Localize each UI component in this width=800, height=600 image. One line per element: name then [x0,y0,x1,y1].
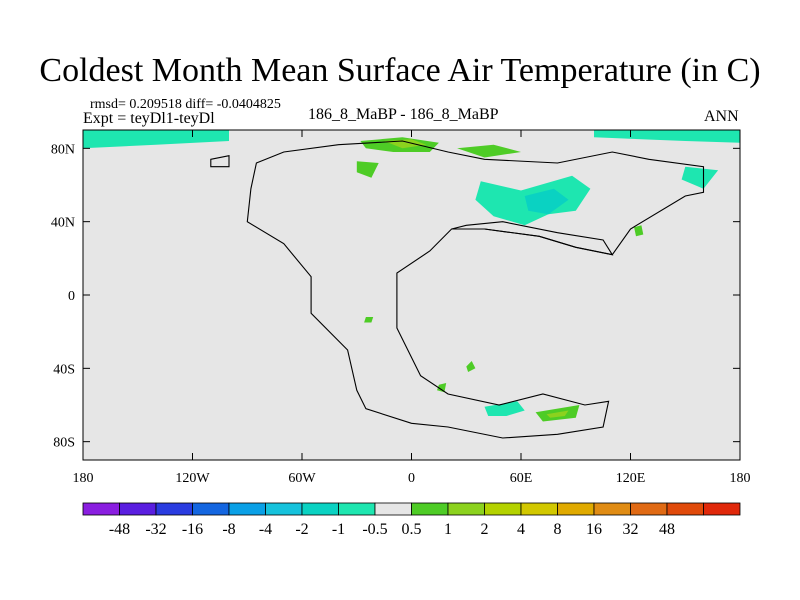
region-arctic-warm-east [457,144,521,158]
region-labrador-warm [356,161,379,178]
colorbar-label: 4 [517,521,525,538]
colorbar-label: 16 [586,521,602,538]
coastlines [210,140,705,439]
region-africa-warm-dot2 [466,361,476,372]
axis-ticks: 180 120W 60W 0 60E 120E 180 80N 40N 0 40S 80S [51,130,751,486]
y-tick-label: 80N [51,142,75,157]
colorbar-label: -32 [145,521,166,538]
anomaly-regions [83,130,740,422]
colorbar-swatch [630,502,668,516]
colorbar-swatch [520,502,558,516]
stats-label: rmsd= 0.209518 diff= -0.0404825 [90,97,281,112]
x-tick-label: 120E [616,471,646,486]
experiment-label: Expt = teyDl1-teyDl [83,110,215,127]
region-africa-warm-dot [364,317,374,323]
coastline-pangaea-outline [246,140,705,439]
colorbar-swatch [192,502,230,516]
region-antarctic-cool [484,401,525,416]
region-kamchatka-cool [681,166,719,189]
colorbar-swatch [374,502,412,516]
colorbar-label: -1 [332,521,345,538]
y-tick-label: 80S [53,436,75,451]
y-tick-label: 40S [53,362,75,377]
colorbar-swatch [411,502,449,516]
colorbar-label: 1 [444,521,452,538]
colorbar-swatch [155,502,193,516]
colorbar-label: -48 [109,521,130,538]
x-tick-label: 180 [730,471,751,486]
x-tick-label: 120W [175,471,210,486]
coastline-tethys-inner [451,221,614,256]
chart-title: Coldest Month Mean Surface Air Temperatu… [39,52,761,89]
colorbar-swatch [265,502,303,516]
season-label: ANN [704,108,739,125]
colorbar-swatch [703,502,741,516]
x-tick-label: 180 [73,471,94,486]
colorbar-label: -2 [295,521,308,538]
colorbar-swatch [484,502,522,516]
region-antarctic-core [546,410,569,418]
x-tick-label: 60E [510,471,533,486]
case-label: 186_8_MaBP - 186_8_MaBP [308,106,499,123]
colorbar-label: -4 [259,521,272,538]
map-background [83,130,740,460]
colorbar-label: -16 [182,521,203,538]
y-tick-label: 40N [51,216,75,231]
x-tick-label: 60W [288,471,316,486]
colorbar-label: 32 [623,521,639,538]
colorbar-label: 48 [659,521,675,538]
colorbar-label: -8 [222,521,235,538]
colorbar-swatch [82,502,120,516]
colorbar-swatch [301,502,339,516]
colorbar-swatch [447,502,485,516]
region-asia-warm-dot [634,225,644,237]
colorbar-swatch [557,502,595,516]
colorbar-label: 8 [554,521,562,538]
colorbar: -48 -32 -16 -8 -4 -2 -1 -0.5 0.5 1 2 4 8 16 32 48 [82,502,741,538]
colorbar-label: 0.5 [402,521,422,538]
coastline-island-west [210,155,230,168]
region-africa-warm-dot3 [437,383,447,393]
colorbar-swatch [228,502,266,516]
colorbar-label: -0.5 [362,521,387,538]
colorbar-swatch [119,502,157,516]
y-tick-label: 0 [68,289,75,304]
region-siberia-core [524,188,569,215]
colorbar-swatch [666,502,704,516]
x-tick-label: 0 [408,471,415,486]
colorbar-swatch [593,502,631,516]
colorbar-label: 2 [481,521,489,538]
colorbar-swatch [338,502,376,516]
